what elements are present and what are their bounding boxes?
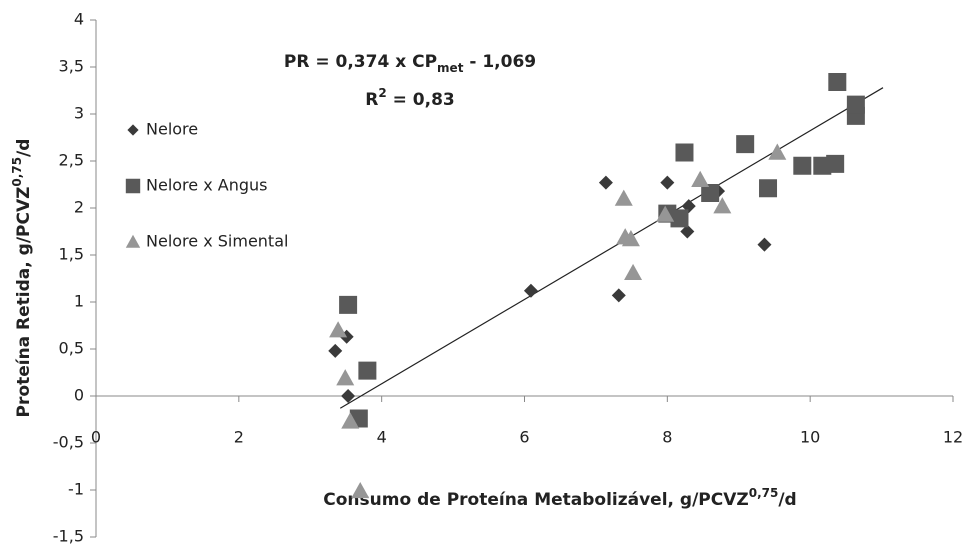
y-tick-label: 0,5 <box>59 339 84 358</box>
x-tick-label: 0 <box>91 428 101 447</box>
point <box>351 481 370 499</box>
point <box>523 283 538 298</box>
point <box>614 189 633 206</box>
point <box>611 288 626 303</box>
point <box>621 230 640 247</box>
y-tick-label: 3 <box>74 104 84 123</box>
point <box>624 263 643 281</box>
y-tick-label: 2,5 <box>59 151 84 170</box>
point <box>660 175 675 190</box>
r2-sup: 2 <box>378 86 386 100</box>
point <box>713 197 732 214</box>
y-axis-label: Proteína Retida, g/PCVZ0,75/d <box>10 139 35 418</box>
r-squared: R2 = 0,83 <box>365 86 454 111</box>
y-tick-label: 1 <box>74 292 84 311</box>
y-tick-label: 3,5 <box>59 57 84 76</box>
equation-text: PR = 0,374 x CP <box>284 52 437 72</box>
x-tick-label: 2 <box>234 428 244 447</box>
y-tick-label: 2 <box>74 198 84 217</box>
legend-marker <box>125 178 141 194</box>
x-label-text: /d <box>778 490 796 510</box>
point <box>828 73 847 92</box>
point <box>656 205 675 222</box>
x-label-sup: 0,75 <box>749 486 779 500</box>
point <box>598 175 613 190</box>
point <box>339 295 358 314</box>
point <box>341 389 356 403</box>
legend-label: Nelore x Angus <box>146 176 267 195</box>
point <box>701 183 720 202</box>
point <box>675 143 694 162</box>
r2-text: R <box>365 90 378 110</box>
y-tick-label: -0,5 <box>53 433 84 452</box>
y-label-text: /d <box>14 139 34 157</box>
legend-marker <box>125 234 141 248</box>
x-tick-label: 10 <box>800 428 820 447</box>
point <box>759 179 778 198</box>
legend-label: Nelore x Simental <box>146 232 288 251</box>
point <box>793 156 812 175</box>
point <box>757 237 772 252</box>
y-tick-label: 0 <box>74 386 84 405</box>
point <box>336 369 355 386</box>
point <box>328 343 343 358</box>
point <box>768 143 787 160</box>
point <box>691 170 710 187</box>
point <box>341 412 360 429</box>
point <box>329 321 348 338</box>
y-tick-label: 4 <box>74 10 84 29</box>
y-tick-label: 1,5 <box>59 245 84 264</box>
trendline <box>339 87 884 409</box>
equation-sub: met <box>437 61 464 75</box>
x-tick-label: 12 <box>943 428 963 447</box>
equation: PR = 0,374 x CPmet - 1,069 <box>284 52 536 75</box>
r2-text: = 0,83 <box>387 90 455 110</box>
point <box>358 361 377 380</box>
point <box>736 135 755 154</box>
y-label-text: Proteína Retida, g/PCVZ <box>14 187 34 418</box>
point <box>680 224 695 239</box>
point <box>846 95 865 114</box>
point <box>670 209 689 228</box>
y-tick-label: -1 <box>68 480 84 499</box>
legend-marker <box>127 124 139 136</box>
y-label-sup: 0,75 <box>10 157 24 187</box>
legend-label: Nelore <box>146 120 198 139</box>
x-tick-label: 4 <box>377 428 387 447</box>
x-tick-label: 8 <box>662 428 672 447</box>
x-tick-label: 6 <box>519 428 529 447</box>
x-label-text: Consumo de Proteína Metabolizável, g/PCV… <box>323 490 748 510</box>
y-tick-label: -1,5 <box>53 527 84 546</box>
equation-text: - 1,069 <box>463 52 536 72</box>
x-axis-label: Consumo de Proteína Metabolizável, g/PCV… <box>323 486 796 511</box>
point <box>826 154 845 173</box>
